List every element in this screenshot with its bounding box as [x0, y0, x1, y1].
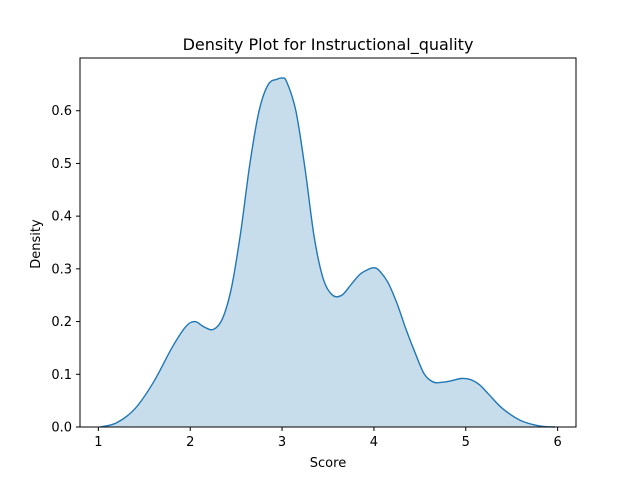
plot-frame — [79, 57, 577, 428]
axes-layer: 1 2 3 4 5 6 0.0 0.1 0.2 0.3 0.4 0.5 0.6 — [51, 57, 577, 450]
x-tick-label: 2 — [186, 435, 194, 450]
plot-layer — [100, 77, 555, 428]
y-tick-label: 0.5 — [51, 157, 72, 172]
x-tick-label: 1 — [94, 435, 102, 450]
y-tick-label: 0.4 — [51, 210, 72, 225]
y-axis-label: Density — [29, 219, 44, 269]
density-area — [100, 77, 555, 428]
x-tick-label: 6 — [553, 435, 561, 450]
x-axis-label: Score — [310, 456, 346, 471]
y-tick-label: 0.1 — [51, 368, 72, 383]
y-tick-label: 0.3 — [51, 262, 72, 277]
y-tick-label: 0.0 — [51, 421, 72, 436]
y-tick-label: 0.6 — [51, 104, 72, 119]
density-line — [100, 77, 555, 428]
y-tick-label: 0.2 — [51, 315, 72, 330]
x-tick-label: 4 — [370, 435, 378, 450]
x-tick-label: 3 — [278, 435, 286, 450]
x-tick-label: 5 — [462, 435, 470, 450]
chart-title: Density Plot for Instructional_quality — [183, 35, 474, 55]
